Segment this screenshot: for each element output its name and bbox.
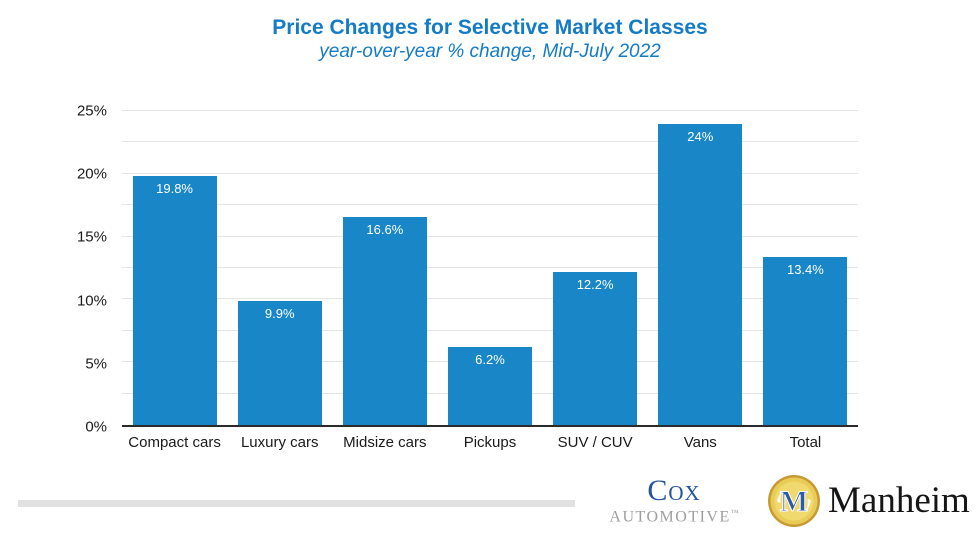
cox-logo-wordmark: Cox [647,474,701,507]
bar-luxury-cars: 9.9% [237,300,322,425]
bar-pickups: 6.2% [447,347,533,425]
manheim-logo: M Manheim [767,473,970,529]
bar-slot-pickups: 6.2% [437,111,542,425]
footer-divider [18,500,575,507]
bar-slot-compact-cars: 19.8% [122,111,227,425]
bar-slot-total: 13.4% [753,111,858,425]
bar-slot-vans: 24% [648,111,753,425]
svg-text:M: M [780,485,808,518]
gridline [122,329,858,331]
x-axis: Compact cars Luxury cars Midsize cars Picku… [122,434,858,451]
x-label-midsize-cars: Midsize cars [343,434,427,451]
bar-vans: 24% [658,123,743,425]
x-label-compact-cars: Compact cars [128,434,221,451]
manheim-coin-icon: M [768,475,820,527]
bar-midsize-cars: 16.6% [342,216,427,425]
x-label-suv-cuv: SUV / CUV [557,434,633,451]
y-tick-label: 0% [85,418,107,436]
cox-automotive-logo: Cox AUTOMOTIVE™ [594,474,754,526]
y-tick-label: 5% [85,355,107,373]
gridline [122,298,858,300]
bar-value-label: 6.2% [475,352,505,368]
bar-value-label: 13.4% [786,261,824,277]
x-label-total: Total [789,434,822,451]
bar-slot-midsize-cars: 16.6% [332,111,437,425]
gridline [122,267,858,268]
y-tick-label: 15% [76,228,107,246]
bar-value-label: 9.9% [264,305,295,321]
bar-value-label: 19.8% [156,181,193,197]
gridline [122,172,858,174]
bar-value-label: 12.2% [576,276,614,292]
trademark-symbol: ™ [730,508,739,517]
x-label-pickups: Pickups [463,434,517,451]
y-tick-label: 10% [76,292,107,310]
manheim-logo-wordmark: Manheim [828,480,970,521]
chart-title: Price Changes for Selective Market Class… [272,16,708,39]
bars-container: 19.8% 9.9% 16.6% 6.2% 12.2% 24% 13.4% [122,111,858,425]
gridline [122,141,858,143]
gridline [122,235,858,237]
bar-slot-suv-cuv: 12.2% [543,111,648,425]
bar-value-label: 24% [687,128,714,144]
bar-suv-cuv: 12.2% [553,271,638,425]
gridline [122,110,858,111]
x-label-luxury-cars: Luxury cars [240,434,319,451]
gridline [122,204,858,206]
y-axis: 0% 5% 10% 15% 20% 25% [0,103,113,436]
bar-total: 13.4% [763,256,848,425]
y-tick-label: 25% [76,102,107,120]
plot-area: 19.8% 9.9% 16.6% 6.2% 12.2% 24% 13.4% [122,110,858,427]
cox-logo-subtext: AUTOMOTIVE™ [609,508,739,526]
bar-value-label: 16.6% [366,221,404,237]
y-tick-label: 20% [76,165,107,183]
bar-slot-luxury-cars: 9.9% [227,111,332,425]
chart-subtitle: year-over-year % change, Mid-July 2022 [319,41,661,62]
bar-compact-cars: 19.8% [132,176,217,425]
x-label-vans: Vans [683,434,717,451]
